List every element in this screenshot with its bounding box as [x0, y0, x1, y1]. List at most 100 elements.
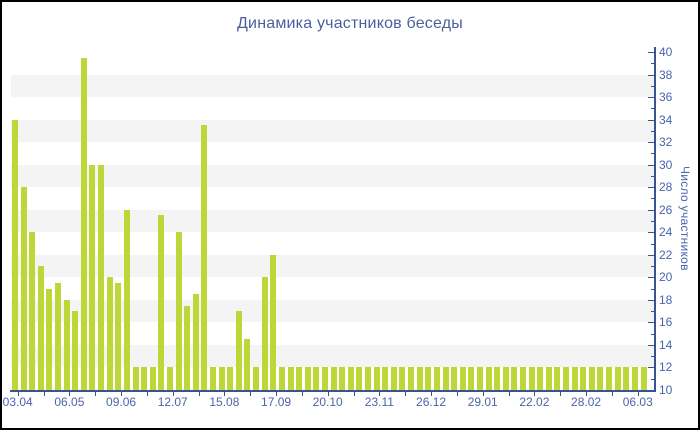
y-minor-tick — [651, 356, 654, 358]
bar — [98, 164, 105, 390]
y-major-tick — [648, 390, 654, 391]
bar — [511, 367, 518, 390]
x-tick-label: 20.10 — [312, 395, 343, 409]
bar — [580, 367, 587, 390]
y-major-tick — [648, 344, 654, 346]
bar — [29, 232, 36, 390]
y-tick-label: 20 — [659, 270, 673, 285]
y-minor-tick — [651, 288, 654, 290]
x-tick — [379, 392, 381, 396]
bar — [313, 367, 320, 390]
bar — [468, 367, 475, 390]
y-major-tick — [648, 299, 654, 301]
bar — [115, 282, 122, 390]
bar — [442, 367, 449, 390]
bar — [606, 367, 613, 390]
bar — [563, 367, 570, 390]
y-tick-label: 12 — [659, 360, 673, 375]
y-tick-label: 22 — [659, 247, 673, 262]
bar — [244, 339, 251, 390]
bar — [640, 367, 647, 390]
x-tick-label: 17.09 — [261, 395, 292, 409]
y-minor-tick — [651, 311, 654, 313]
bar — [304, 367, 311, 390]
bar — [631, 367, 638, 390]
x-tick-label: 06.05 — [54, 395, 85, 409]
bar — [528, 367, 535, 390]
stripe-band — [11, 322, 654, 345]
y-minor-tick — [651, 333, 654, 335]
bar — [296, 367, 303, 390]
x-tick-label: 12.07 — [157, 395, 188, 409]
y-minor-tick — [651, 153, 654, 155]
stripe-band — [11, 232, 654, 255]
x-tick — [534, 392, 536, 396]
x-tick — [611, 392, 613, 396]
y-tick-label: 32 — [659, 135, 673, 150]
y-axis-line — [654, 47, 656, 392]
bar — [12, 119, 18, 390]
y-tick-label: 10 — [659, 383, 673, 397]
y-tick-label: 14 — [659, 337, 673, 352]
y-minor-tick — [651, 198, 654, 200]
y-minor-tick — [651, 63, 654, 65]
bar — [218, 367, 225, 390]
x-tick — [353, 392, 355, 396]
y-minor-tick — [651, 130, 654, 132]
bar — [261, 277, 268, 390]
bar — [321, 367, 328, 390]
bar — [433, 367, 440, 390]
bar — [408, 367, 415, 390]
y-minor-tick — [651, 175, 654, 177]
stripe-band — [11, 344, 654, 368]
bar — [365, 367, 371, 390]
bar — [123, 209, 130, 390]
bar — [55, 282, 62, 390]
y-major-tick — [648, 187, 654, 189]
bar — [227, 367, 234, 390]
bar — [459, 367, 466, 390]
y-major-tick — [648, 97, 654, 99]
x-tick — [224, 392, 226, 396]
x-tick — [250, 392, 252, 396]
x-tick-label: 06.03 — [622, 395, 653, 409]
bar — [20, 187, 27, 390]
bar — [347, 367, 354, 390]
x-tick — [172, 392, 174, 396]
y-tick-label: 36 — [659, 90, 673, 105]
bar — [192, 294, 199, 390]
bar — [235, 311, 242, 390]
bar — [451, 367, 458, 390]
bar — [390, 367, 397, 390]
stripe-band — [11, 142, 654, 165]
x-tick-label: 29.01 — [467, 395, 498, 409]
y-major-tick — [648, 232, 654, 234]
bar — [519, 367, 526, 390]
bar — [106, 277, 113, 390]
x-tick — [121, 392, 123, 396]
bar — [597, 367, 604, 390]
bar — [184, 305, 191, 390]
y-minor-tick — [651, 266, 654, 268]
chart-title: Динамика участников беседы — [237, 15, 463, 32]
x-tick — [17, 392, 19, 396]
x-tick — [43, 392, 45, 396]
x-tick — [146, 392, 148, 396]
x-tick-label: 09.06 — [106, 395, 137, 409]
bar — [373, 367, 380, 390]
x-tick-label: 03.04 — [2, 395, 33, 409]
bar — [210, 367, 217, 390]
x-tick — [482, 392, 484, 396]
bar — [399, 367, 406, 390]
bar — [89, 164, 96, 390]
x-axis-line — [10, 390, 655, 392]
bar — [545, 367, 552, 390]
y-major-tick — [648, 164, 654, 166]
bar — [201, 125, 208, 390]
bar — [149, 367, 156, 390]
bar — [37, 266, 44, 390]
stripe-band — [11, 119, 654, 143]
stripe-band — [11, 52, 654, 75]
y-major-tick — [648, 52, 654, 53]
